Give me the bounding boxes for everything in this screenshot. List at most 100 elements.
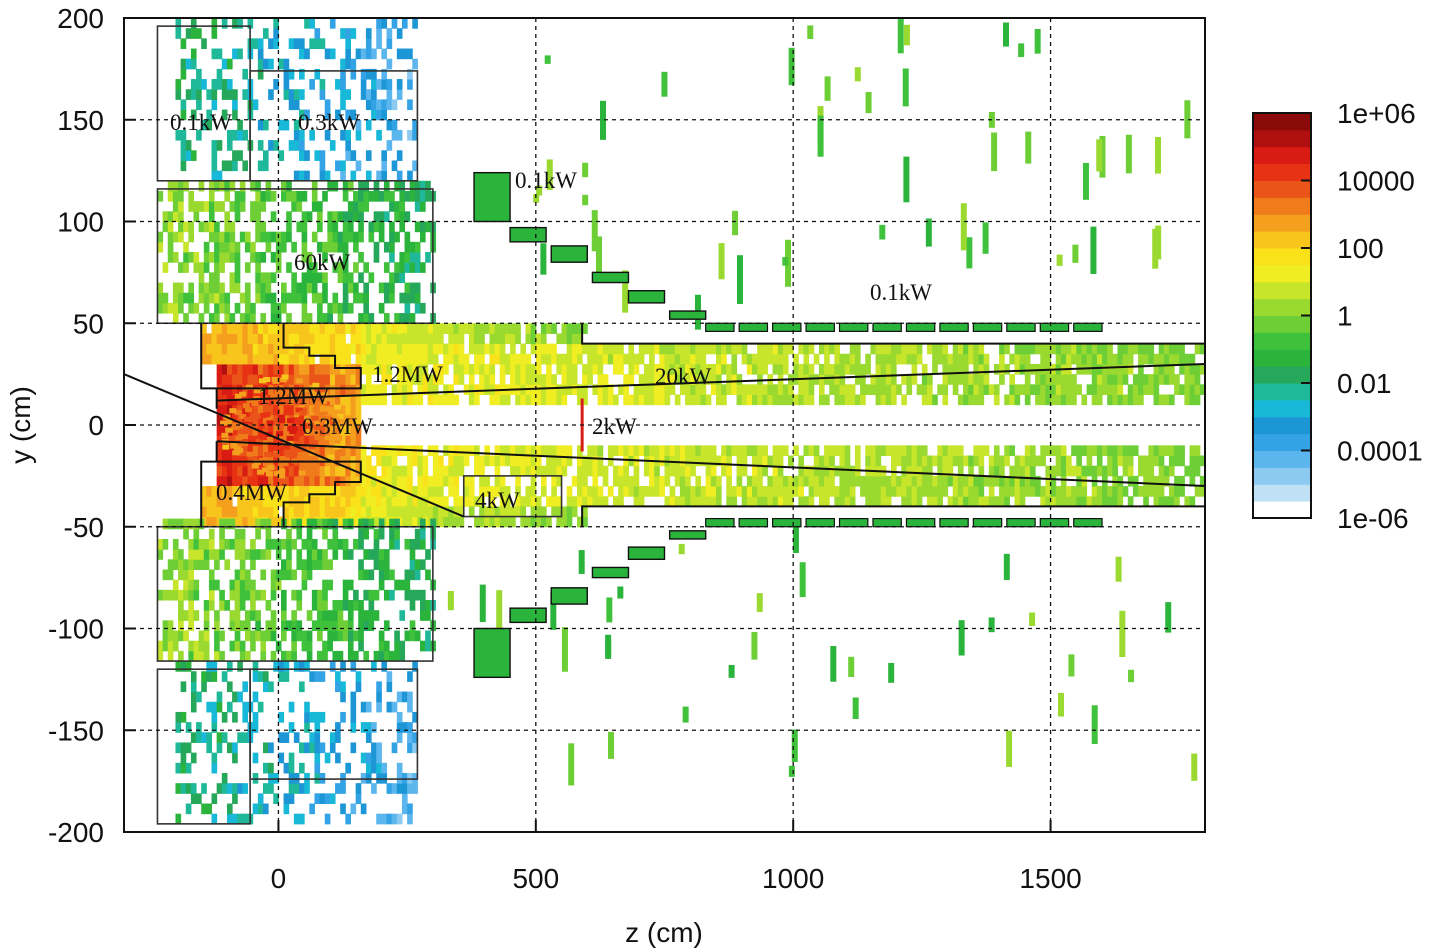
heat-cell — [347, 180, 354, 192]
heat-cell — [244, 549, 251, 560]
core-cell — [276, 438, 284, 444]
heat-cell — [371, 89, 377, 100]
heat-cell — [947, 475, 954, 487]
heat-cell — [188, 538, 194, 550]
heat-cell — [319, 425, 326, 436]
heat-cell — [172, 640, 179, 652]
heat-cell — [242, 374, 249, 385]
heat-cell — [419, 231, 426, 243]
heat-cell — [973, 353, 980, 365]
heat-cell — [479, 363, 485, 375]
heat-cell — [1081, 394, 1088, 406]
heat-cell — [1096, 486, 1103, 497]
heat-cell — [242, 506, 249, 518]
heat-cell — [304, 475, 310, 487]
heat-cell — [404, 252, 411, 263]
heat-cell — [414, 569, 421, 581]
heat-cell — [540, 516, 547, 528]
heat-cell — [273, 516, 279, 528]
heat-cell — [288, 475, 295, 487]
heat-cell — [262, 323, 269, 334]
heat-cell — [479, 333, 485, 345]
heat-cell — [1127, 384, 1134, 395]
shield-outline — [249, 70, 419, 182]
heat-cell — [311, 201, 318, 212]
core-cell — [335, 422, 343, 428]
heat-cell — [311, 272, 318, 284]
heat-cell — [443, 496, 449, 507]
heat-cell — [736, 343, 743, 355]
heat-cell — [229, 221, 236, 233]
heat-cell — [242, 425, 249, 436]
heat-cell — [322, 313, 328, 324]
core-cell — [261, 467, 269, 473]
heat-cell — [327, 579, 333, 591]
heat-cell — [376, 79, 382, 90]
heat-cell — [301, 241, 308, 253]
heat-cell — [927, 475, 933, 487]
heat-cell — [1194, 445, 1201, 457]
heat-cell — [419, 600, 426, 611]
heat-cell — [242, 711, 249, 723]
heat-cell — [1107, 496, 1113, 507]
heat-cell — [221, 109, 228, 121]
heat-cell — [865, 384, 871, 395]
heat-cell — [360, 486, 367, 497]
heat-cell — [353, 231, 359, 243]
core-cell — [287, 425, 295, 431]
heat-cell — [885, 363, 892, 375]
heat-cell — [270, 211, 277, 222]
heat-cell — [412, 18, 418, 29]
hit-streak — [568, 743, 575, 786]
heat-cell — [540, 506, 547, 518]
heat-cell — [371, 323, 377, 334]
heat-cell — [306, 518, 313, 530]
heat-cell — [818, 496, 825, 507]
collimator-block — [550, 245, 588, 263]
heat-cell — [401, 48, 408, 60]
heat-cell — [458, 353, 465, 365]
heat-cell — [762, 394, 768, 406]
heat-cell — [453, 374, 460, 385]
heat-cell — [262, 445, 269, 457]
heat-cell — [530, 475, 537, 487]
heat-cell — [322, 528, 328, 540]
heat-cell — [340, 99, 346, 111]
heat-cell — [968, 486, 974, 497]
heat-cell — [767, 475, 774, 487]
core-cell — [297, 391, 305, 397]
heat-cell — [306, 630, 313, 642]
heat-cell — [777, 363, 784, 375]
heat-cell — [239, 600, 246, 611]
heat-cell — [674, 496, 681, 507]
heat-cell — [247, 496, 254, 507]
heat-cell — [162, 589, 169, 601]
heat-cell — [432, 363, 439, 375]
heat-cell — [489, 333, 496, 345]
heat-cell — [921, 363, 928, 375]
heat-cell — [311, 589, 318, 601]
heat-cell — [427, 506, 434, 518]
heat-cell — [363, 589, 370, 601]
heat-cell — [242, 813, 249, 825]
heat-cell — [391, 99, 398, 111]
heat-cell — [1035, 475, 1041, 487]
heat-cell — [157, 589, 164, 601]
heat-cell — [244, 610, 251, 621]
heat-cell — [412, 343, 418, 355]
heat-cell — [381, 506, 388, 518]
heat-cell — [247, 343, 254, 355]
heat-cell — [247, 435, 254, 446]
heat-cell — [1158, 475, 1165, 487]
heat-cell — [412, 783, 418, 794]
heat-cell — [824, 363, 830, 375]
heat-cell — [396, 170, 403, 182]
heat-cell — [250, 610, 256, 621]
heat-cell — [767, 394, 774, 406]
heat-cell — [345, 58, 351, 70]
heat-cell — [659, 475, 665, 487]
heat-cell — [304, 18, 310, 29]
heat-cell — [1148, 343, 1155, 355]
heat-cell — [1086, 455, 1093, 467]
heat-cell — [198, 262, 205, 273]
